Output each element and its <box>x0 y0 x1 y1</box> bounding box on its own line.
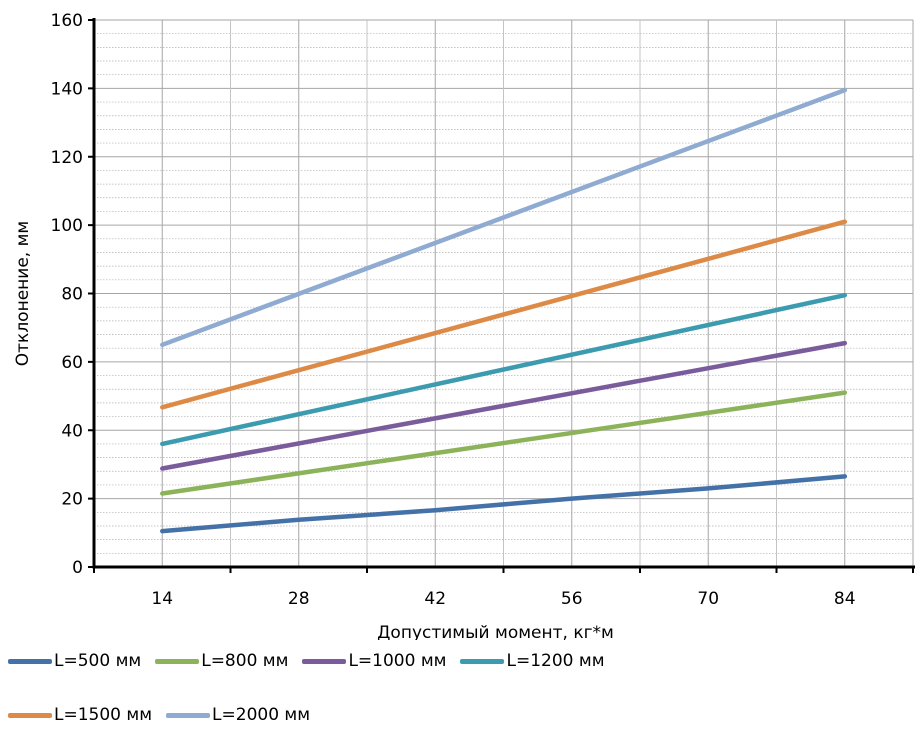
x-tick-label: 56 <box>561 589 583 609</box>
y-axis-title: Отклонение, мм <box>13 221 33 366</box>
series-lines <box>160 87 848 534</box>
series-line-2 <box>160 390 848 496</box>
series-line-5 <box>160 219 848 410</box>
chart-canvas: 0 20 40 60 80 100 120 140 160 14 28 42 56 70 84 Допуст… <box>13 11 915 640</box>
legend-swatch <box>460 658 505 664</box>
legend-item: L=800 мм <box>155 646 288 676</box>
legend-label: L=2000 мм <box>212 705 311 725</box>
x-tick-label: 70 <box>697 589 719 609</box>
y-tick-label: 160 <box>51 11 83 31</box>
series-line-3 <box>160 340 848 471</box>
y-tick-label: 60 <box>61 353 83 373</box>
x-axis-title: Допустимый момент, кг*м <box>377 623 614 640</box>
legend-item: L=1200 мм <box>460 646 605 676</box>
y-tick-label: 140 <box>51 79 83 99</box>
legend-label: L=1000 мм <box>348 651 447 671</box>
x-tick-label: 28 <box>288 589 310 609</box>
y-tick-label: 80 <box>61 285 83 305</box>
legend-label: L=800 мм <box>201 651 289 671</box>
tick-labels: 0 20 40 60 80 100 120 140 160 14 28 42 56 70 84 <box>51 11 856 609</box>
y-tick-label: 40 <box>61 421 83 441</box>
legend-label: L=500 мм <box>54 651 142 671</box>
legend-swatch <box>8 712 52 718</box>
legend-item: L=1000 мм <box>302 646 446 676</box>
axes <box>88 18 915 573</box>
series-line-6 <box>160 87 848 348</box>
legend-swatch <box>166 712 211 718</box>
y-tick-label: 20 <box>61 490 83 510</box>
legend-item: L=2000 мм <box>166 700 310 730</box>
y-tick-label: 120 <box>51 148 83 168</box>
series-line-4 <box>160 292 848 447</box>
x-tick-label: 42 <box>424 589 446 609</box>
x-tick-label: 14 <box>151 589 173 609</box>
series-line-1 <box>160 474 848 534</box>
legend-label: L=1200 мм <box>506 651 605 671</box>
y-tick-label: 100 <box>51 216 83 236</box>
x-tick-label: 84 <box>834 589 856 609</box>
y-tick-label: 0 <box>72 558 83 578</box>
legend-swatch <box>302 658 347 664</box>
legend-item: L=500 мм <box>8 646 141 676</box>
legend-item: L=1500 мм <box>8 700 152 730</box>
legend-swatch <box>155 658 200 664</box>
grid <box>94 19 914 567</box>
legend-label: L=1500 мм <box>54 705 153 725</box>
legend: L=500 мм L=800 мм L=1000 мм L=1200 мм L=1500… <box>8 646 908 730</box>
legend-swatch <box>8 658 52 664</box>
